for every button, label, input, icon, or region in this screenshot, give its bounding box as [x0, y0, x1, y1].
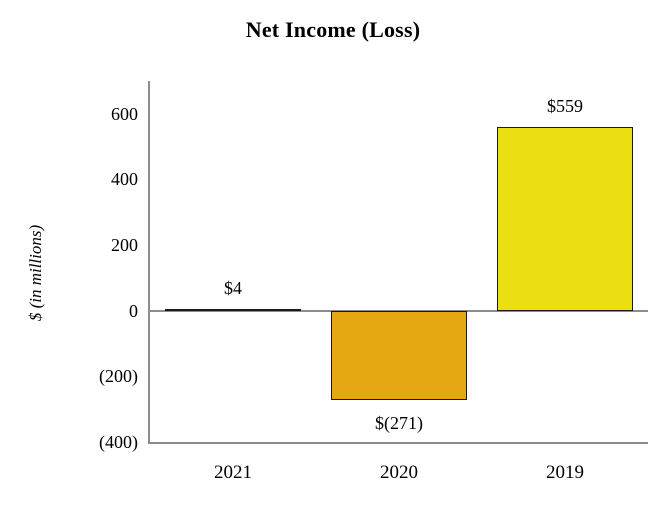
x-category-label: 2021: [214, 462, 252, 483]
y-tick-label: (200): [99, 366, 138, 387]
y-axis-title: $ (in millions): [26, 224, 45, 322]
bar-2020: [331, 310, 467, 400]
bar-2019: [497, 127, 633, 311]
bar-value-label: $4: [224, 278, 242, 299]
chart-title: Net Income (Loss): [245, 17, 421, 42]
bar-value-label: $559: [547, 96, 583, 117]
y-tick-label: 0: [129, 300, 138, 321]
plot-area: [148, 81, 648, 444]
y-tick-label: (400): [99, 432, 138, 452]
x-category-label: 2019: [546, 462, 584, 483]
bar-2021: [165, 309, 301, 312]
y-tick-label: 600: [111, 103, 138, 124]
y-tick-label: 200: [111, 235, 138, 256]
y-tick-label: 400: [111, 169, 138, 190]
x-category-label: 2020: [380, 462, 418, 483]
bar-value-label: $(271): [375, 412, 423, 433]
